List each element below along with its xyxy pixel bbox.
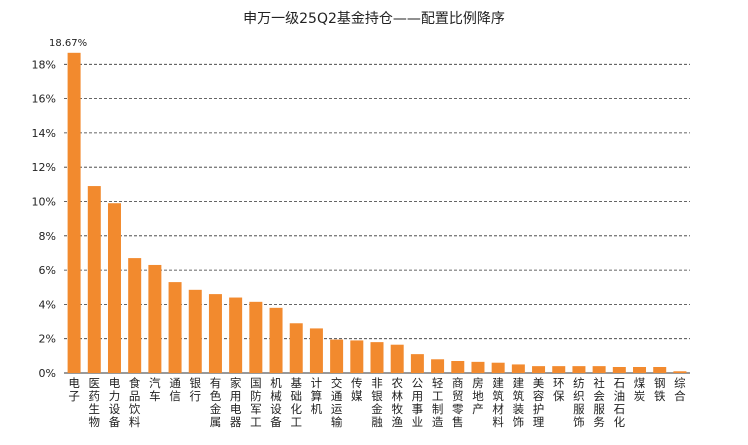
bar	[148, 264, 162, 373]
bar	[330, 339, 344, 373]
x-tick-label: 综合	[674, 376, 686, 403]
bar	[431, 359, 445, 373]
bar	[471, 361, 485, 373]
bar	[451, 360, 465, 373]
x-tick-label: 医药生物	[89, 376, 101, 429]
x-tick-label: 银行	[190, 376, 202, 403]
x-tick-label: 美容护理	[533, 376, 545, 429]
x-tick-label: 社会服务	[593, 376, 605, 429]
bar	[370, 342, 384, 373]
bar	[673, 371, 687, 373]
x-tick-label: 国防军工	[250, 376, 262, 429]
x-tick-label: 商贸零售	[452, 376, 464, 429]
bar	[532, 366, 546, 373]
x-tick-label: 计算机	[311, 376, 323, 416]
bar	[309, 328, 323, 373]
x-tick-label: 环保	[553, 376, 565, 403]
x-tick-label: 家用电器	[230, 376, 242, 429]
x-tick-label: 有色金属	[210, 376, 222, 429]
bar	[350, 340, 364, 373]
y-tick-label: 10%	[32, 196, 56, 209]
bar	[188, 289, 202, 373]
bar	[633, 366, 647, 373]
x-tick-label: 基础化工	[290, 376, 302, 429]
x-tick-label: 传媒	[351, 376, 363, 403]
x-tick-label: 钢铁	[654, 376, 666, 403]
y-tick-label: 6%	[39, 264, 56, 277]
y-tick-label: 4%	[39, 298, 56, 311]
bar	[168, 282, 182, 373]
bar	[653, 366, 667, 373]
bar	[208, 294, 222, 373]
y-tick-label: 18%	[32, 58, 56, 71]
x-tick-label: 通信	[169, 376, 181, 403]
x-tick-label: 轻工制造	[432, 376, 444, 429]
x-tick-label: 交通运输	[331, 376, 343, 429]
x-tick-label: 食品饮料	[129, 376, 141, 429]
bar	[552, 366, 566, 373]
bar	[289, 323, 303, 373]
x-tick-label: 农林牧渔	[391, 376, 403, 429]
x-tick-label: 房地产	[472, 376, 484, 416]
bar	[249, 301, 263, 373]
y-tick-label: 14%	[32, 127, 56, 140]
y-tick-label: 0%	[39, 367, 56, 380]
bar	[612, 366, 626, 373]
y-tick-label: 2%	[39, 333, 56, 346]
chart-title: 申万一级25Q2基金持仓——配置比例降序	[243, 11, 505, 27]
bar	[390, 344, 404, 373]
bar	[410, 354, 424, 373]
bar	[229, 297, 243, 373]
bar	[107, 203, 121, 373]
y-tick-label: 16%	[32, 93, 56, 106]
x-tick-label: 纺织服饰	[573, 376, 585, 429]
x-tick-label: 石油石化	[614, 376, 626, 429]
bar	[491, 362, 505, 373]
bar	[572, 366, 586, 373]
x-tick-label: 汽车	[149, 376, 161, 403]
x-tick-label: 建筑材料	[492, 376, 504, 429]
x-tick-label: 电力设备	[109, 376, 121, 429]
y-tick-label: 8%	[39, 230, 56, 243]
x-tick-label: 建筑装饰	[513, 376, 525, 429]
x-tick-label: 煤炭	[634, 376, 646, 403]
x-tick-label: 公用事业	[412, 376, 424, 429]
bar	[511, 364, 525, 373]
data-label: 18.67%	[49, 38, 87, 49]
x-tick-label: 电子	[68, 376, 80, 403]
bar	[67, 52, 81, 373]
bar	[269, 307, 283, 373]
y-tick-label: 12%	[32, 161, 56, 174]
x-tick-label: 非银金融	[371, 376, 383, 429]
bar	[592, 366, 606, 373]
bar	[128, 258, 142, 373]
bar	[87, 186, 101, 373]
x-tick-label: 机械设备	[270, 376, 282, 429]
